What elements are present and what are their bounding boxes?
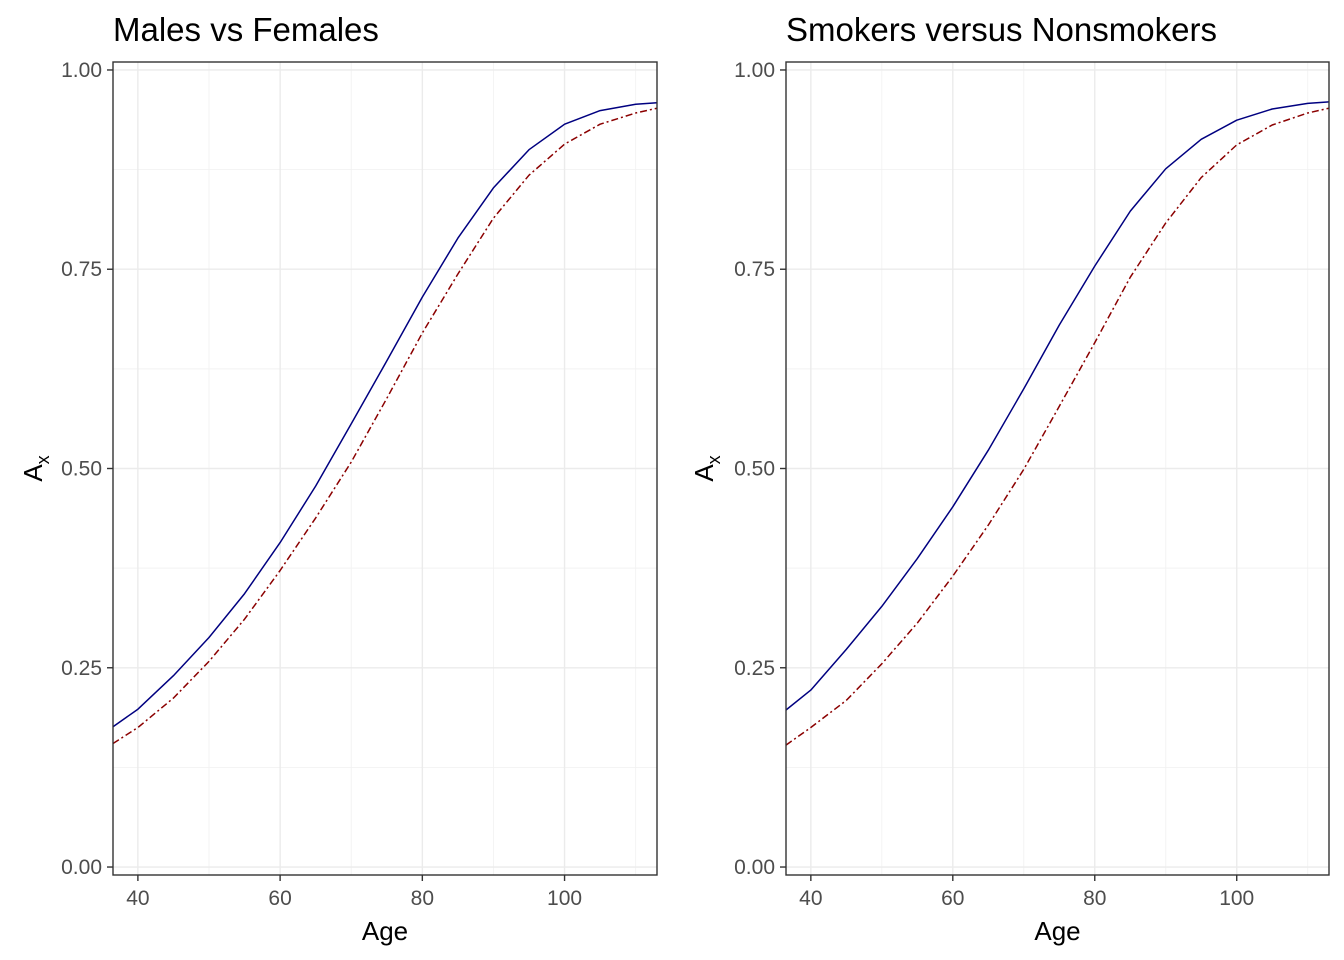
- series-line-1: [112, 101, 658, 728]
- x-tick-label: 60: [941, 887, 964, 910]
- y-tick-label: 0.25: [734, 657, 775, 680]
- y-axis-title: Ax: [18, 455, 53, 481]
- y-tick-label: 1.00: [734, 59, 775, 82]
- y-tick-label: 0.50: [734, 458, 775, 481]
- series-line-1: [785, 101, 1330, 711]
- series-line-2: [112, 107, 658, 745]
- y-axis-title-subscript: x: [704, 455, 724, 464]
- x-tick-label: 100: [547, 887, 582, 910]
- y-tick-label: 0.00: [734, 856, 775, 879]
- y-tick-label: 1.00: [61, 59, 102, 82]
- x-axis-title: Age: [362, 916, 408, 946]
- chart-title: Smokers versus Nonsmokers: [786, 11, 1217, 48]
- y-axis-title-subscript: x: [33, 455, 53, 464]
- y-tick-label: 0.25: [61, 657, 102, 680]
- y-tick-label: 0.00: [61, 856, 102, 879]
- y-axis-title: Ax: [689, 455, 724, 481]
- x-tick-label: 80: [411, 887, 434, 910]
- y-tick-label: 0.75: [734, 258, 775, 281]
- x-tick-label: 40: [126, 887, 149, 910]
- y-tick-label: 0.75: [61, 258, 102, 281]
- x-tick-label: 40: [799, 887, 822, 910]
- series-line-2: [785, 107, 1330, 746]
- y-axis-title-main: A: [689, 464, 719, 482]
- x-tick-label: 100: [1219, 887, 1254, 910]
- panel-2: 40 60 80 100 0.00 0.25 0.50 0.75 1.00 Smokers ver…: [689, 11, 1330, 946]
- panel-1: 40 60 80 100 0.00 0.25 0.50 0.75 1.00 Males vs Fe…: [18, 11, 658, 946]
- x-tick-label: 60: [268, 887, 291, 910]
- chart-title: Males vs Females: [113, 11, 379, 48]
- y-axis-title-main: A: [18, 464, 48, 482]
- x-tick-label: 80: [1083, 887, 1106, 910]
- y-tick-label: 0.50: [61, 458, 102, 481]
- x-axis-title: Age: [1034, 916, 1080, 946]
